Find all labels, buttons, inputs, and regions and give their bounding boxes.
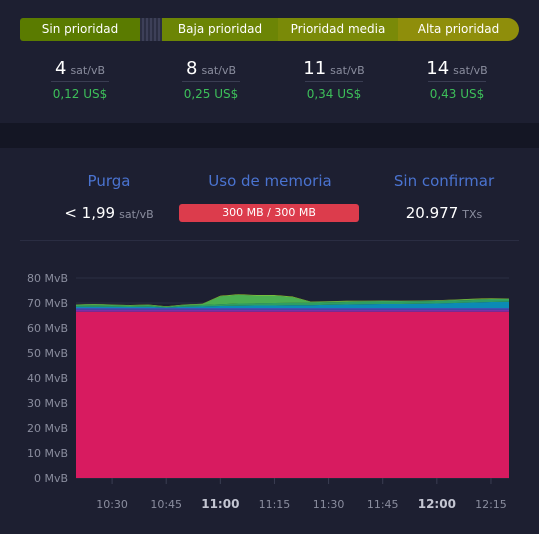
y-tick-label: 80 MvB — [27, 272, 68, 285]
y-tick-label: 70 MvB — [27, 297, 68, 310]
fee-rate: 8 — [186, 58, 198, 79]
y-tick-label: 50 MvB — [27, 347, 68, 360]
fee-rate: 4 — [55, 58, 67, 79]
fee-rate: 14 — [426, 58, 450, 79]
y-tick-label: 40 MvB — [27, 372, 68, 385]
fee-rate: 11 — [303, 58, 327, 79]
x-tick-label: 11:00 — [201, 497, 239, 511]
x-tick-label: 11:15 — [259, 498, 291, 511]
fee-usd: 0,25 US$ — [183, 87, 239, 101]
fee-high-priority: 14 sat/vB 0,43 US$ — [397, 57, 517, 101]
x-tick-label: 12:15 — [475, 498, 507, 511]
fee-usd: 0,43 US$ — [429, 87, 485, 101]
panel-gap — [0, 123, 539, 148]
unconfirmed-unit: TXs — [462, 208, 483, 221]
y-axis: 0 MvB 10 MvB 20 MvB 30 MvB 40 MvB 50 MvB 60 Mv… — [27, 272, 68, 485]
section-divider — [20, 240, 519, 241]
fee-divider — [305, 81, 363, 82]
memory-usage-bar: 300 MB / 300 MB — [179, 204, 359, 222]
area-series-6 — [76, 294, 509, 307]
area-series-1 — [76, 309, 509, 312]
unconfirmed-stat: Sin confirmar 20.977 TXs — [374, 170, 514, 224]
tab-high-priority[interactable]: Alta prioridad — [398, 18, 519, 41]
area-series-3 — [76, 301, 509, 308]
purge-unit: sat/vB — [119, 208, 154, 221]
fee-divider — [428, 81, 486, 82]
unconfirmed-title: Sin confirmar — [393, 172, 495, 190]
x-tick-label: 10:45 — [150, 498, 182, 511]
priority-bar: Sin prioridad Baja prioridad Prioridad m… — [20, 18, 519, 41]
x-axis: 10:30 10:45 11:00 11:15 11:30 11:45 12:00 12:15 — [96, 478, 507, 511]
purge-value: < 1,99 — [64, 204, 116, 222]
y-tick-label: 10 MvB — [27, 447, 68, 460]
x-tick-label: 12:00 — [418, 497, 456, 511]
fee-unit: sat/vB — [201, 64, 236, 77]
fee-low-priority: 8 sat/vB 0,25 US$ — [151, 57, 271, 101]
unconfirmed-value: 20.977 — [405, 204, 459, 222]
fee-unit: sat/vB — [70, 64, 105, 77]
purge-title: Purga — [87, 172, 131, 190]
fee-usd: 0,12 US$ — [52, 87, 108, 101]
fee-medium-priority: 11 sat/vB 0,34 US$ — [274, 57, 394, 101]
y-tick-label: 30 MvB — [27, 397, 68, 410]
tab-low-priority[interactable]: Baja prioridad — [162, 18, 278, 41]
x-tick-label: 11:30 — [313, 498, 345, 511]
tab-medium-priority[interactable]: Prioridad media — [278, 18, 398, 41]
memory-stat: Uso de memoria 300 MB / 300 MB — [179, 170, 361, 222]
y-tick-label: 60 MvB — [27, 322, 68, 335]
fee-unit: sat/vB — [453, 64, 488, 77]
purge-stat: Purga < 1,99 sat/vB — [39, 170, 179, 224]
fee-no-priority: 4 sat/vB 0,12 US$ — [20, 57, 140, 101]
area-series-2 — [76, 308, 509, 310]
fee-divider — [51, 81, 109, 82]
area-series-0 — [76, 311, 509, 478]
y-tick-label: 20 MvB — [27, 422, 68, 435]
chart-areas — [76, 294, 509, 478]
priority-divider — [140, 18, 162, 41]
fee-divider — [182, 81, 240, 82]
tab-no-priority[interactable]: Sin prioridad — [20, 18, 140, 41]
fee-unit: sat/vB — [330, 64, 365, 77]
memory-title: Uso de memoria — [208, 172, 332, 190]
x-tick-label: 11:45 — [367, 498, 399, 511]
mempool-chart: 0 MvB 10 MvB 20 MvB 30 MvB 40 MvB 50 MvB 60 Mv… — [27, 272, 509, 511]
y-tick-label: 0 MvB — [34, 472, 68, 485]
x-tick-label: 10:30 — [96, 498, 128, 511]
fee-usd: 0,34 US$ — [306, 87, 362, 101]
area-series-5 — [76, 294, 509, 307]
